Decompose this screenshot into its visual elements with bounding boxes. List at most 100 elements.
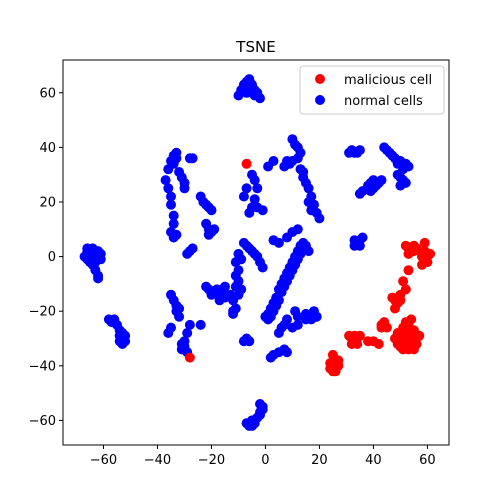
point-normal-cells-195 bbox=[292, 311, 303, 322]
point-normal-cells-123 bbox=[268, 156, 279, 166]
x-tick-label-6: 60 bbox=[419, 453, 436, 468]
point-normal-cells-115 bbox=[252, 183, 263, 194]
point-malicious-cell-30 bbox=[376, 322, 387, 333]
y-tick-label-6: 60 bbox=[39, 86, 56, 101]
point-normal-cells-69 bbox=[174, 311, 185, 322]
x-axis: −60 −40 −20 0 20 40 60 bbox=[90, 445, 436, 468]
point-malicious-cell-62 bbox=[352, 339, 363, 349]
point-normal-cells-94 bbox=[228, 308, 239, 319]
point-malicious-cell-15 bbox=[419, 237, 430, 248]
point-normal-cells-251 bbox=[376, 175, 387, 186]
point-normal-cells-126 bbox=[244, 336, 255, 347]
point-normal-cells-47 bbox=[168, 218, 179, 229]
point-normal-cells-215 bbox=[298, 167, 309, 177]
point-normal-cells-252 bbox=[368, 175, 379, 186]
point-normal-cells-225 bbox=[255, 407, 265, 418]
point-normal-cells-14 bbox=[95, 254, 106, 265]
x-tick-label-4: 20 bbox=[311, 453, 328, 468]
point-normal-cells-256 bbox=[395, 180, 406, 191]
point-malicious-cell-1 bbox=[241, 158, 252, 169]
point-normal-cells-186 bbox=[292, 319, 303, 330]
point-malicious-cell-17 bbox=[417, 248, 427, 259]
x-tick-label-0: −60 bbox=[90, 453, 117, 468]
point-malicious-cell-72 bbox=[333, 355, 344, 366]
point-normal-cells-253 bbox=[365, 186, 376, 197]
point-normal-cells-87 bbox=[220, 281, 230, 292]
point-normal-cells-41 bbox=[179, 183, 190, 194]
point-malicious-cell-8 bbox=[408, 246, 419, 257]
point-normal-cells-42 bbox=[160, 175, 171, 186]
point-normal-cells-262 bbox=[354, 240, 365, 251]
point-malicious-cell-46 bbox=[398, 344, 409, 355]
point-normal-cells-121 bbox=[257, 205, 268, 216]
point-malicious-cell-55 bbox=[363, 336, 373, 347]
y-tick-label-4: 20 bbox=[39, 195, 56, 210]
point-normal-cells-138 bbox=[255, 93, 265, 104]
x-tick-label-5: 40 bbox=[365, 453, 382, 468]
point-normal-cells-198 bbox=[303, 183, 314, 194]
point-normal-cells-50 bbox=[171, 229, 182, 240]
point-normal-cells-11 bbox=[93, 246, 104, 257]
point-malicious-cell-33 bbox=[406, 314, 417, 325]
point-malicious-cell-71 bbox=[325, 363, 336, 374]
point-malicious-cell-26 bbox=[390, 295, 400, 306]
point-normal-cells-17 bbox=[93, 273, 104, 284]
chart-title: TSNE bbox=[235, 38, 275, 56]
point-normal-cells-55 bbox=[206, 205, 217, 216]
point-malicious-cell-19 bbox=[398, 276, 409, 287]
point-malicious-cell-63 bbox=[349, 330, 360, 341]
point-malicious-cell-54 bbox=[373, 339, 384, 349]
point-malicious-cell-14 bbox=[417, 259, 427, 270]
point-normal-cells-226 bbox=[247, 420, 257, 431]
legend-marker-normal bbox=[315, 95, 325, 105]
plot-frame bbox=[62, 59, 450, 446]
point-normal-cells-29 bbox=[114, 336, 125, 347]
y-tick-label-0: −60 bbox=[29, 414, 56, 429]
y-axis: −60 −40 −20 0 20 40 60 bbox=[29, 86, 63, 429]
point-normal-cells-213 bbox=[284, 158, 295, 169]
point-normal-cells-179 bbox=[282, 314, 292, 325]
point-normal-cells-111 bbox=[236, 254, 247, 265]
point-normal-cells-161 bbox=[273, 295, 284, 306]
point-normal-cells-71 bbox=[182, 328, 193, 338]
point-normal-cells-43 bbox=[163, 183, 174, 194]
point-malicious-cell-23 bbox=[390, 303, 400, 314]
point-normal-cells-175 bbox=[292, 224, 303, 235]
point-normal-cells-204 bbox=[303, 197, 314, 207]
legend-marker-malicious bbox=[315, 74, 325, 84]
y-tick-label-2: −20 bbox=[29, 305, 56, 320]
point-normal-cells-45 bbox=[166, 199, 176, 210]
point-normal-cells-79 bbox=[195, 319, 206, 330]
x-tick-label-1: −40 bbox=[144, 453, 171, 468]
point-normal-cells-46 bbox=[168, 210, 179, 221]
point-normal-cells-117 bbox=[247, 169, 257, 180]
point-normal-cells-139 bbox=[244, 82, 255, 93]
point-normal-cells-170 bbox=[298, 243, 309, 254]
point-normal-cells-172 bbox=[273, 237, 284, 248]
point-normal-cells-108 bbox=[257, 262, 268, 273]
point-normal-cells-37 bbox=[187, 153, 198, 164]
legend-label-malicious: malicious cell bbox=[344, 73, 432, 88]
x-tick-label-2: −20 bbox=[198, 453, 225, 468]
point-normal-cells-202 bbox=[314, 213, 325, 224]
point-normal-cells-100 bbox=[236, 284, 247, 295]
point-normal-cells-35 bbox=[171, 153, 182, 164]
point-normal-cells-63 bbox=[182, 248, 193, 259]
y-tick-label-5: 40 bbox=[39, 141, 56, 156]
y-tick-label-1: −40 bbox=[29, 359, 56, 374]
point-malicious-cell-52 bbox=[408, 325, 419, 336]
point-malicious-cell-16 bbox=[425, 248, 436, 259]
point-normal-cells-203 bbox=[306, 205, 317, 216]
point-normal-cells-231 bbox=[354, 145, 365, 156]
legend-label-normal: normal cells bbox=[344, 94, 423, 109]
point-normal-cells-118 bbox=[241, 183, 252, 194]
point-normal-cells-193 bbox=[300, 314, 311, 325]
point-normal-cells-114 bbox=[249, 194, 260, 205]
points-layer bbox=[79, 74, 436, 431]
x-tick-label-3: 0 bbox=[261, 453, 269, 468]
point-normal-cells-184 bbox=[282, 347, 292, 358]
point-normal-cells-78 bbox=[163, 328, 174, 338]
point-normal-cells-60 bbox=[209, 224, 220, 235]
point-normal-cells-44 bbox=[166, 191, 176, 202]
